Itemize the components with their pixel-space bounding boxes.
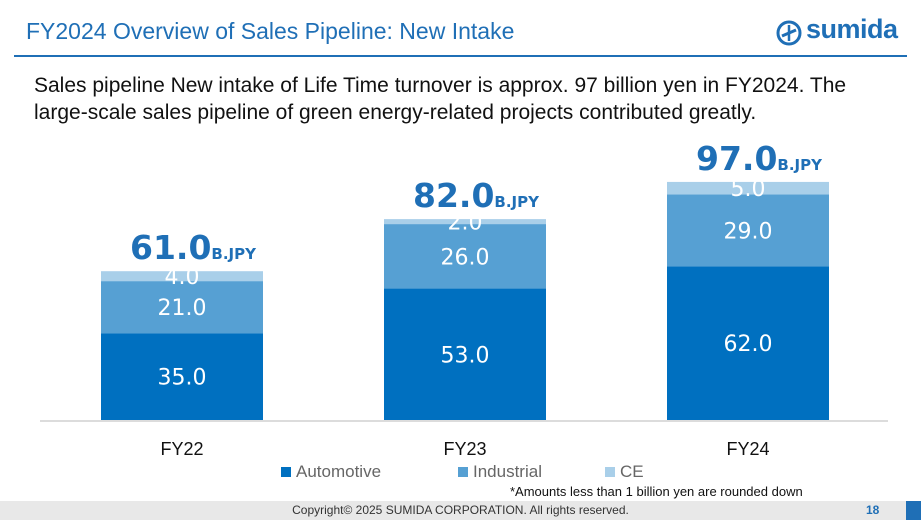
page-tab-marker <box>906 501 921 520</box>
bar-ce-fy24 <box>667 181 829 195</box>
legend-swatch-automotive <box>281 467 291 477</box>
data-label-ce-fy22: 4.0 <box>165 265 200 290</box>
legend-label-automotive: Automotive <box>296 462 382 481</box>
slide-subtitle: Sales pipeline New intake of Life Time t… <box>34 74 847 124</box>
sumida-logo: sumida <box>776 14 906 52</box>
total-label-fy23: 82.0B.JPY <box>413 176 540 215</box>
bar-industrial-fy24 <box>667 194 829 267</box>
bar-industrial-fy22 <box>101 281 263 334</box>
x-tick-label-fy23: FY23 <box>443 439 486 459</box>
bar-industrial-fy23 <box>384 224 546 289</box>
data-label-ce-fy24: 5.0 <box>731 177 766 202</box>
data-label-industrial-fy24: 29.0 <box>724 219 773 244</box>
data-label-automotive-fy22: 35.0 <box>158 366 207 391</box>
legend-swatch-industrial <box>458 467 468 477</box>
page-title: FY2024 Overview of Sales Pipeline: New I… <box>26 18 515 44</box>
title-divider <box>14 55 907 57</box>
bar-automotive-fy24 <box>667 266 829 420</box>
bar-automotive-fy23 <box>384 288 546 420</box>
data-label-automotive-fy23: 53.0 <box>441 343 490 368</box>
legend-item-industrial: Industrial <box>458 462 542 482</box>
sumida-logo-icon <box>776 20 802 46</box>
x-tick-label-fy24: FY24 <box>726 439 769 459</box>
logo-wordmark: sumida <box>806 14 898 44</box>
legend-label-industrial: Industrial <box>473 462 542 481</box>
bar-automotive-fy22 <box>101 333 263 420</box>
data-label-industrial-fy23: 26.0 <box>441 245 490 270</box>
data-label-automotive-fy24: 62.0 <box>724 332 773 357</box>
data-label-ce-fy23: 2.0 <box>448 211 483 236</box>
legend-swatch-ce <box>605 467 615 477</box>
legend-item-automotive: Automotive <box>281 462 381 482</box>
chart-legend: Automotive Industrial CE <box>0 462 921 482</box>
copyright-text: Copyright© 2025 SUMIDA CORPORATION. All … <box>292 503 629 517</box>
total-label-fy22: 61.0B.JPY <box>130 228 257 267</box>
data-label-industrial-fy22: 21.0 <box>158 296 207 321</box>
page-number: 18 <box>866 503 880 517</box>
legend-item-ce: CE <box>605 462 644 482</box>
footer-bar: Copyright© 2025 SUMIDA CORPORATION. All … <box>0 501 921 520</box>
bar-ce-fy23 <box>384 219 546 225</box>
legend-label-ce: CE <box>620 462 644 481</box>
bars-layer: 35.0 21.0 4.061.0B.JPY FY22 53.0 26.0 2.082.0B… <box>101 139 829 459</box>
x-tick-label-fy22: FY22 <box>160 439 203 459</box>
footnote: *Amounts less than 1 billion yen are rou… <box>510 484 803 499</box>
bar-ce-fy22 <box>101 271 263 282</box>
total-label-fy24: 97.0B.JPY <box>696 139 823 178</box>
